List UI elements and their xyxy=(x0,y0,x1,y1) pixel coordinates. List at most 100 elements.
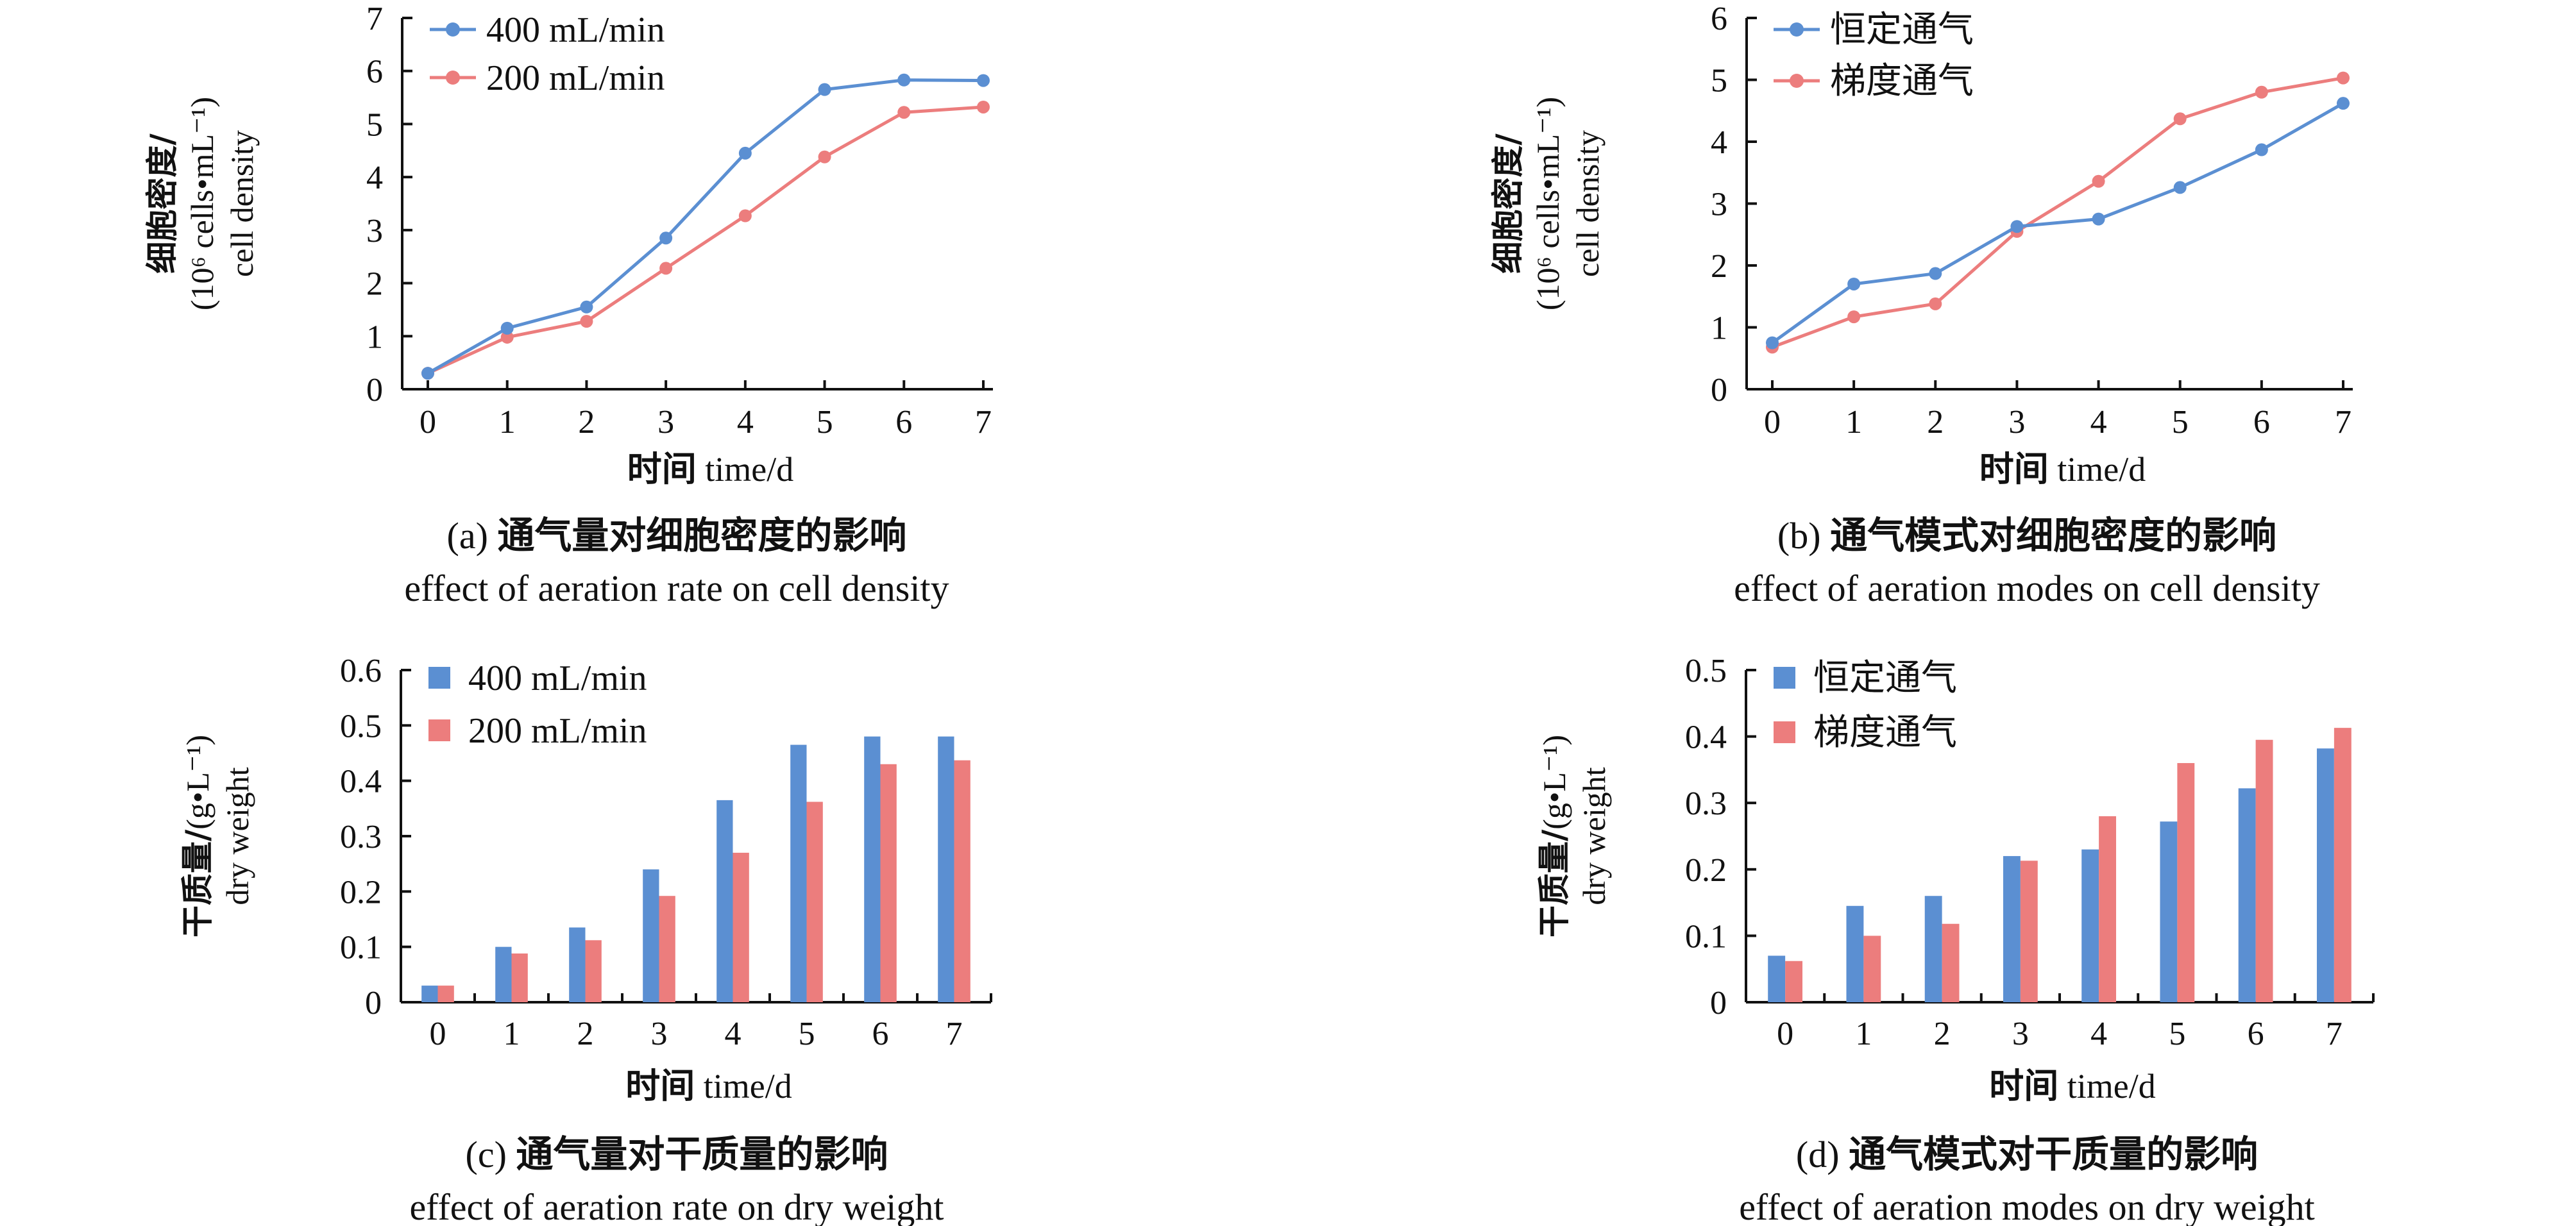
x-tick-label: 2 xyxy=(577,1016,594,1052)
data-point-s1 xyxy=(500,321,514,335)
bar-s2-3 xyxy=(659,896,675,1002)
y-axis-label-line-3: cell density xyxy=(1570,130,1606,277)
data-point-s2 xyxy=(659,262,673,275)
chart-a: 0 1 2 3 4 5 6 7 0 1 2 3 4 5 6 7 400 mL/min 200 mL/min 细胞密度… xyxy=(144,1,993,609)
bar-s2-2 xyxy=(585,940,602,1002)
x-axis-label-space xyxy=(2058,1067,2067,1105)
bar-s1-1 xyxy=(495,946,512,1002)
bar-s2-3 xyxy=(2020,861,2038,1002)
y-tick-label: 5 xyxy=(1711,63,1727,99)
data-point-s1 xyxy=(1766,336,1779,349)
chart-c: 0 0.1 0.2 0.3 0.4 0.5 0.6 0 1 2 3 4 5 6 7 400 mL/min 200… xyxy=(179,653,992,1226)
x-axis-label-en: time/d xyxy=(2057,450,2146,489)
x-tick-label: 3 xyxy=(657,404,674,441)
legend-label-1: 400 mL/min xyxy=(486,10,665,50)
bar-s1-6 xyxy=(2238,788,2256,1002)
data-point-s2 xyxy=(2173,112,2187,126)
y-tick-label: 0.1 xyxy=(1685,918,1727,955)
bar-s1-1 xyxy=(1846,905,1864,1002)
y-axis-label-main: 干质量/(g•L⁻¹) xyxy=(1536,735,1573,937)
data-point-s1 xyxy=(659,231,673,245)
y-tick-label: 0 xyxy=(1710,985,1727,1021)
bar-s2-4 xyxy=(733,852,749,1002)
y-axis-label: 干质量/(g•L⁻¹) dry weight xyxy=(1536,735,1612,937)
data-point-s1 xyxy=(738,146,752,160)
x-tick-label: 0 xyxy=(1777,1016,1793,1052)
data-point-s2 xyxy=(580,315,593,328)
y-tick-label: 0.1 xyxy=(340,930,382,966)
x-tick-label: 3 xyxy=(2012,1016,2029,1052)
legend-marker-1 xyxy=(1790,22,1804,37)
y-tick-label: 0 xyxy=(366,372,383,408)
caption-zh: 通气量对细胞密度的影响 xyxy=(497,514,906,557)
data-point-s1 xyxy=(977,74,990,87)
x-tick-label: 2 xyxy=(578,404,595,441)
bar-s1-2 xyxy=(569,927,586,1002)
data-point-s1 xyxy=(818,83,831,96)
caption-zh: 通气模式对细胞密度的影响 xyxy=(1830,514,2276,557)
y-axis-label-zh: 干质量/ xyxy=(1536,829,1573,937)
caption-title: (b) 通气模式对细胞密度的影响 xyxy=(1777,514,2276,557)
y-axis-label-zh: 干质量/ xyxy=(179,829,216,937)
caption-en: effect of aeration rate on dry weight xyxy=(409,1186,944,1226)
x-tick-label: 4 xyxy=(2090,1016,2107,1052)
x-tick-label: 7 xyxy=(946,1016,963,1052)
data-point-s2 xyxy=(818,150,831,164)
y-tick-label: 0.2 xyxy=(1685,852,1727,889)
data-point-s1 xyxy=(1847,277,1861,290)
bar-s2-0 xyxy=(1785,961,1803,1002)
legend-label-2: 梯度通气 xyxy=(1830,60,1974,102)
caption-space xyxy=(1840,1134,1849,1175)
x-tick-label: 6 xyxy=(2253,404,2270,441)
y-tick-label: 5 xyxy=(366,106,383,143)
x-axis-label-en: time/d xyxy=(2067,1067,2156,1105)
x-tick-label: 4 xyxy=(737,404,754,441)
data-point-s1 xyxy=(1929,267,1942,280)
legend-label-2: 梯度通气 xyxy=(1813,712,1957,753)
x-tick-label: 0 xyxy=(419,404,436,441)
x-axis-label-en: time/d xyxy=(705,450,793,489)
x-tick-label: 7 xyxy=(2335,404,2351,441)
y-tick-label: 7 xyxy=(366,1,383,37)
y-tick-label: 0.5 xyxy=(1685,653,1727,689)
bar-s1-4 xyxy=(716,800,733,1002)
y-tick-label: 0 xyxy=(1711,372,1727,408)
series-line-2 xyxy=(1772,76,2344,349)
data-point-s1 xyxy=(580,300,593,314)
x-axis-label: 时间 time/d xyxy=(627,449,793,489)
x-axis-label: 时间 time/d xyxy=(1989,1066,2155,1106)
x-axis-label-en: time/d xyxy=(704,1067,792,1105)
y-tick-label: 1 xyxy=(1711,310,1727,347)
bar-s1-3 xyxy=(643,869,659,1002)
x-axis-label-zh: 时间 xyxy=(627,449,697,489)
data-point-s2 xyxy=(1929,297,1942,310)
bar-s1-3 xyxy=(2003,856,2021,1002)
y-axis-label-line-1: 细胞密度/ xyxy=(144,133,181,274)
caption-title: (d) 通气模式对干质量的影响 xyxy=(1796,1132,2258,1176)
legend-marker-2 xyxy=(1790,74,1804,88)
x-tick-label: 5 xyxy=(2169,1016,2185,1052)
y-tick-label: 3 xyxy=(1711,187,1727,223)
bar-s1-4 xyxy=(2081,849,2099,1002)
y-axis-label-unit: (g•L⁻¹) xyxy=(180,735,216,830)
y-tick-label: 0.2 xyxy=(340,874,382,911)
x-axis-label-zh: 时间 xyxy=(625,1066,695,1106)
data-point-s2 xyxy=(500,330,514,344)
x-axis-label-space xyxy=(697,450,706,489)
x-tick-label: 4 xyxy=(2090,404,2107,441)
bar-s1-5 xyxy=(790,744,807,1002)
data-point-s1 xyxy=(2337,97,2350,110)
y-axis-label-line-3: cell density xyxy=(224,130,260,277)
caption-prefix: (d) xyxy=(1796,1134,1840,1175)
y-axis-label-main: 干质量/(g•L⁻¹) xyxy=(179,735,216,937)
bar-s1-7 xyxy=(938,736,954,1002)
bar-s2-1 xyxy=(1863,936,1881,1002)
bar-s2-6 xyxy=(880,764,897,1002)
x-tick-label: 6 xyxy=(872,1016,889,1052)
y-axis-label: 细胞密度/(10⁶ cells•mL⁻¹) cell density xyxy=(144,97,260,310)
x-tick-label: 1 xyxy=(504,1016,520,1052)
data-point-s2 xyxy=(2092,174,2105,188)
series-line-1 xyxy=(1771,101,2344,344)
bar-s2-4 xyxy=(2099,816,2117,1002)
legend-swatch-2 xyxy=(1774,721,1795,743)
